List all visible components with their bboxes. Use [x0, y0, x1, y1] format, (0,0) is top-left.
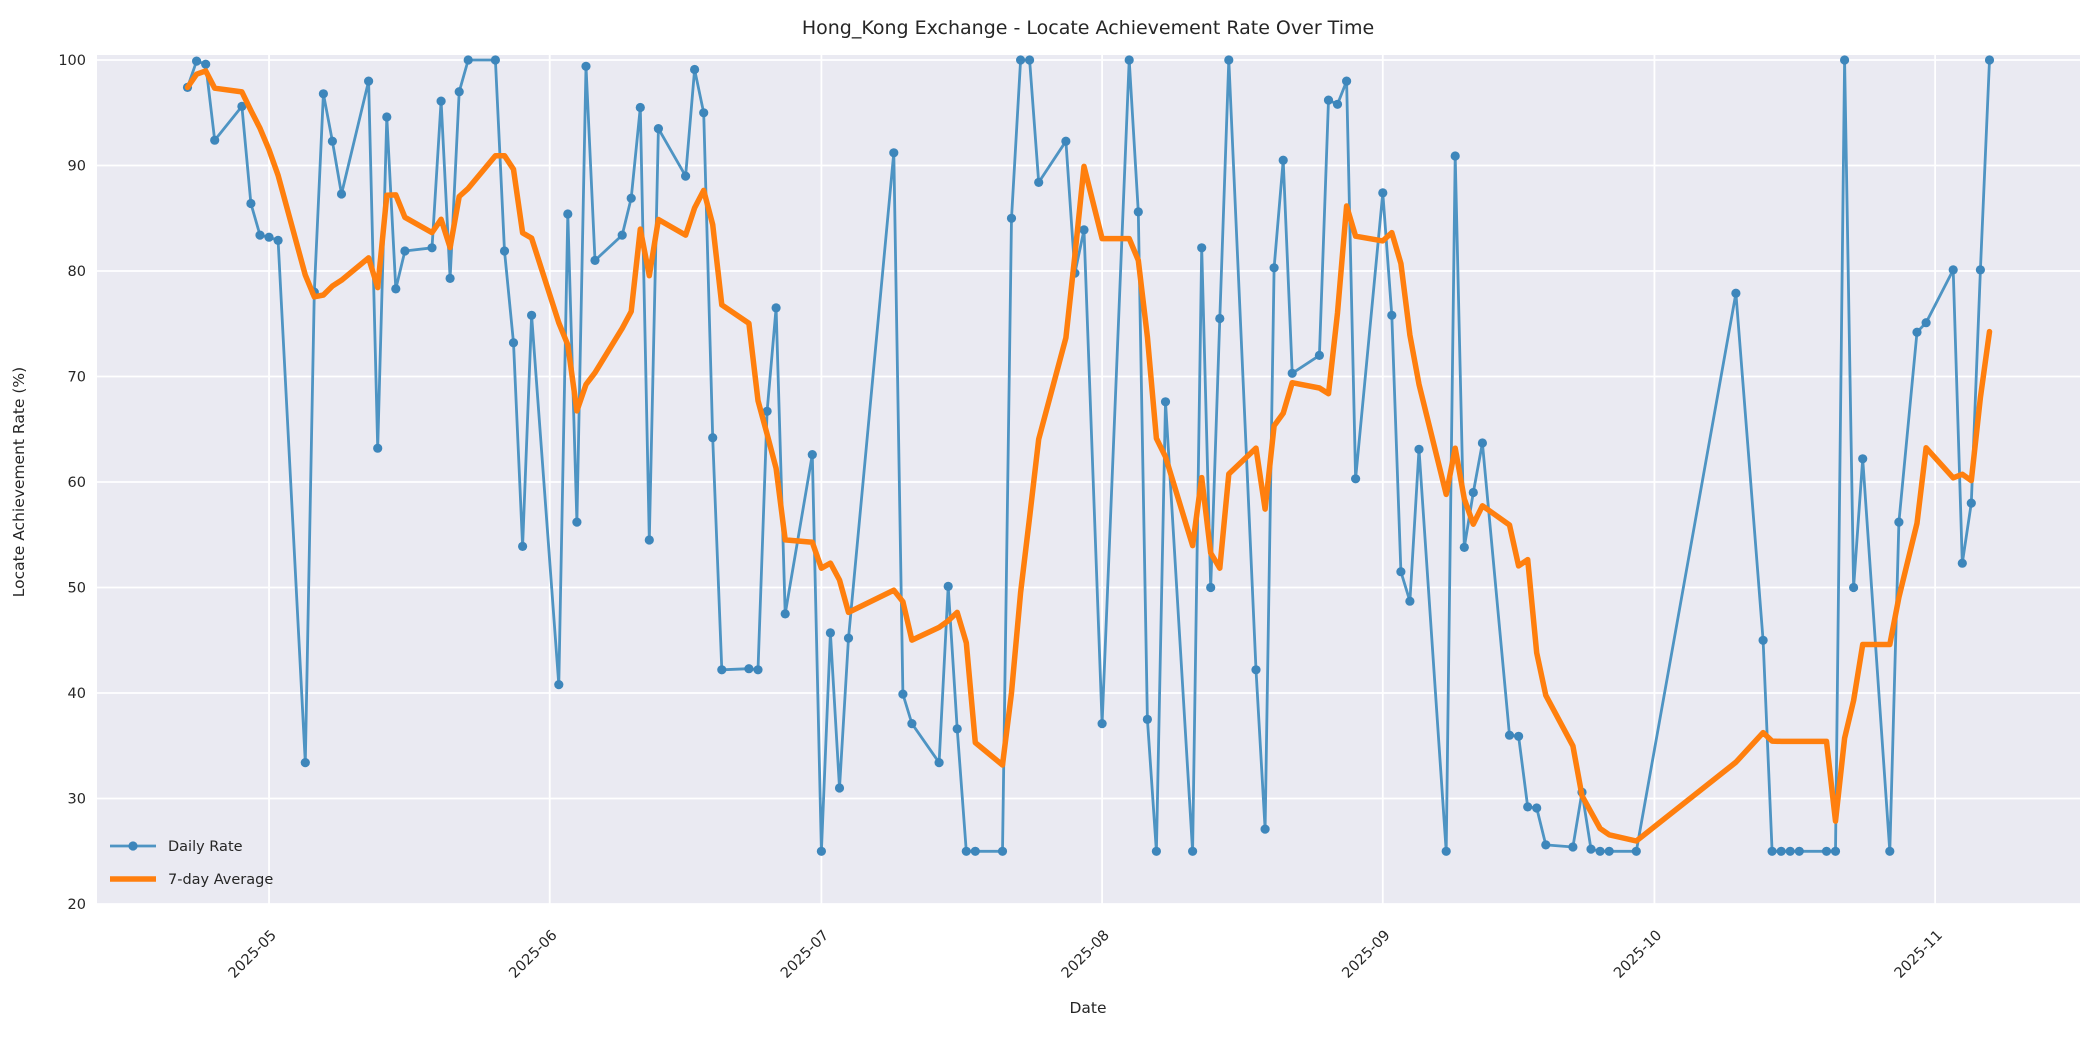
legend-daily-label: Daily Rate — [168, 839, 243, 855]
chart-title: Hong_Kong Exchange - Locate Achievement … — [802, 17, 1374, 39]
y-tick-label: 100 — [58, 53, 86, 69]
y-gridlines — [97, 59, 2080, 905]
y-tick-label: 60 — [68, 475, 86, 491]
x-tick-label: 2025-05 — [226, 928, 280, 982]
x-tick-label: 2025-10 — [1611, 928, 1665, 982]
y-tick-label: 50 — [68, 581, 86, 597]
y-tick-label: 80 — [68, 264, 86, 280]
x-tick-labels: 2025-05 2025-06 2025-07 2025-08 2025-09 2025-… — [226, 928, 1946, 982]
x-tick-label: 2025-07 — [778, 928, 832, 982]
legend-average-label: 7-day Average — [168, 872, 273, 888]
x-tick-label: 2025-06 — [506, 928, 560, 982]
x-gridlines — [268, 55, 1937, 904]
y-tick-labels: 20 30 40 50 60 70 80 90 100 — [58, 53, 86, 913]
legend-daily-marker-sample — [128, 841, 138, 851]
legend: Daily Rate 7-day Average — [110, 839, 273, 888]
y-tick-label: 70 — [68, 370, 86, 386]
y-tick-label: 30 — [68, 792, 86, 808]
x-tick-label: 2025-11 — [1892, 928, 1946, 982]
seven-day-average-series — [184, 68, 1993, 844]
y-tick-label: 40 — [68, 686, 86, 702]
x-tick-label: 2025-08 — [1059, 928, 1113, 982]
daily-rate-series — [182, 55, 1995, 856]
x-tick-label: 2025-09 — [1339, 928, 1393, 982]
y-tick-label: 20 — [68, 897, 86, 913]
y-axis-label: Locate Achievement Rate (%) — [10, 367, 28, 597]
y-tick-label: 90 — [68, 159, 86, 175]
x-axis-label: Date — [1069, 999, 1106, 1017]
